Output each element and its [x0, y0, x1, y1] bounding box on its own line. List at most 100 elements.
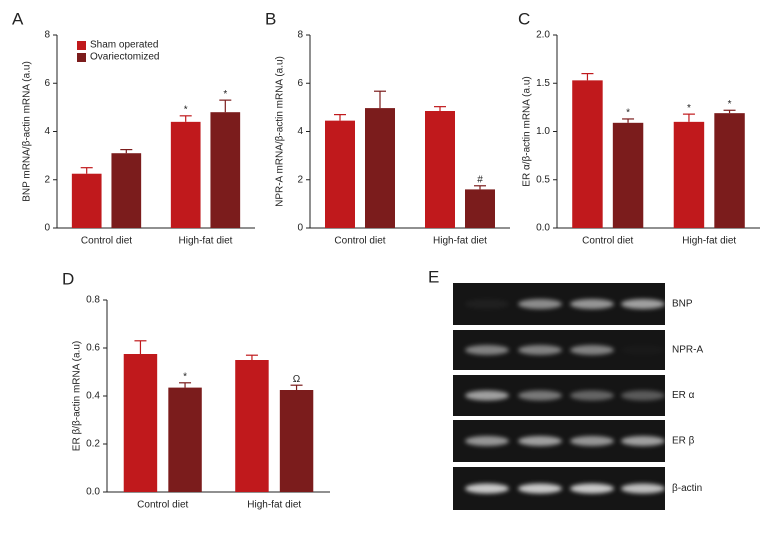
bar — [673, 121, 705, 228]
y-tick-label: 0 — [297, 223, 303, 234]
gel-band — [518, 390, 562, 401]
gel-label: ER β — [672, 436, 695, 447]
y-tick-label: 8 — [44, 30, 50, 41]
gel-band — [518, 299, 562, 309]
x-tick-label: Control diet — [582, 236, 633, 247]
significance-marker: * — [728, 99, 732, 110]
error-bar — [290, 384, 303, 390]
y-tick-label: 2 — [44, 174, 50, 185]
bar — [714, 113, 745, 228]
bar — [71, 173, 102, 228]
gel-band — [621, 483, 665, 494]
bar — [572, 80, 603, 228]
gel-band — [518, 483, 562, 494]
bar — [168, 387, 202, 492]
error-bar — [581, 72, 594, 81]
error-bar — [245, 354, 258, 360]
bar — [235, 360, 269, 492]
panel-letter: A — [12, 9, 24, 28]
error-bar — [80, 167, 93, 174]
bar — [612, 122, 644, 228]
error-bar — [682, 113, 695, 122]
y-tick-label: 8 — [297, 30, 303, 41]
bar — [279, 390, 314, 492]
y-tick-label: 2.0 — [536, 30, 550, 41]
y-tick-label: 0.6 — [86, 343, 100, 354]
significance-marker: * — [687, 103, 691, 114]
gel-band — [518, 345, 562, 355]
x-tick-label: High-fat diet — [433, 236, 487, 247]
error-bar — [374, 90, 386, 109]
y-tick-label: 0.8 — [86, 295, 100, 306]
gel-label: BNP — [672, 299, 693, 310]
significance-marker: * — [184, 104, 188, 115]
gel-band — [465, 299, 509, 309]
legend-swatch — [77, 41, 86, 50]
y-tick-label: 1.0 — [536, 126, 550, 137]
gel-band — [518, 436, 562, 446]
significance-marker: * — [183, 371, 187, 382]
gel-band — [465, 390, 509, 401]
y-tick-label: 0.4 — [86, 391, 100, 402]
gel-band — [570, 299, 614, 309]
gel-band — [570, 436, 614, 446]
error-bar — [723, 109, 736, 114]
y-tick-label: 0.5 — [536, 174, 550, 185]
error-bar — [474, 185, 486, 190]
error-bar — [179, 382, 192, 388]
bar — [465, 189, 495, 228]
y-axis-label: ER β/β-actin mRNA (a.u) — [72, 341, 83, 451]
gel-label: β-actin — [672, 483, 702, 494]
x-tick-label: Control diet — [137, 500, 188, 511]
gel-label: NPR-A — [672, 345, 703, 356]
gel-label: ER α — [672, 390, 695, 401]
gel-band — [570, 345, 614, 355]
bar — [210, 112, 241, 228]
x-tick-label: High-fat diet — [682, 236, 736, 247]
gel-band — [570, 390, 614, 401]
legend-label: Sham operated — [90, 40, 158, 51]
y-tick-label: 0.2 — [86, 439, 100, 450]
gel-band — [621, 299, 665, 309]
x-tick-label: Control diet — [81, 236, 132, 247]
bar — [425, 110, 455, 228]
gel-band — [570, 483, 614, 494]
y-tick-label: 6 — [44, 78, 50, 89]
error-bar — [134, 340, 147, 354]
x-tick-label: Control diet — [334, 236, 385, 247]
x-tick-label: High-fat diet — [247, 500, 301, 511]
gel-band — [465, 436, 509, 446]
bar — [111, 153, 142, 228]
error-bar — [334, 114, 346, 121]
significance-marker: Ω — [293, 374, 301, 385]
y-tick-label: 4 — [297, 126, 303, 137]
bar — [365, 108, 395, 228]
gel-band — [465, 345, 509, 355]
y-tick-label: 2 — [297, 174, 303, 185]
legend-swatch — [77, 53, 86, 62]
y-tick-label: 0 — [44, 223, 50, 234]
y-axis-label: NPR-A mRNA/β-actin mRNA (a.u) — [275, 56, 286, 207]
y-axis-label: ER α/β-actin mRNA (a.u) — [522, 76, 533, 186]
gel-band — [621, 390, 665, 401]
significance-marker: * — [223, 89, 227, 100]
error-bar — [622, 118, 635, 123]
panel-letter: E — [428, 267, 439, 286]
y-axis-label: BNP mRNA/β-actin mRNA (a.u) — [22, 61, 33, 202]
gel-band — [465, 483, 509, 494]
bar — [325, 120, 355, 228]
y-tick-label: 1.5 — [536, 78, 550, 89]
panel-letter: D — [62, 269, 74, 288]
error-bar — [219, 99, 232, 113]
legend-label: Ovariectomized — [90, 52, 159, 63]
significance-marker: # — [477, 174, 483, 185]
x-tick-label: High-fat diet — [179, 236, 233, 247]
y-tick-label: 6 — [297, 78, 303, 89]
significance-marker: * — [626, 108, 630, 119]
y-tick-label: 0.0 — [536, 223, 550, 234]
error-bar — [434, 106, 446, 111]
gel-band — [621, 345, 665, 355]
bar — [170, 121, 201, 228]
bar — [123, 354, 158, 492]
panel-letter: B — [265, 9, 276, 28]
